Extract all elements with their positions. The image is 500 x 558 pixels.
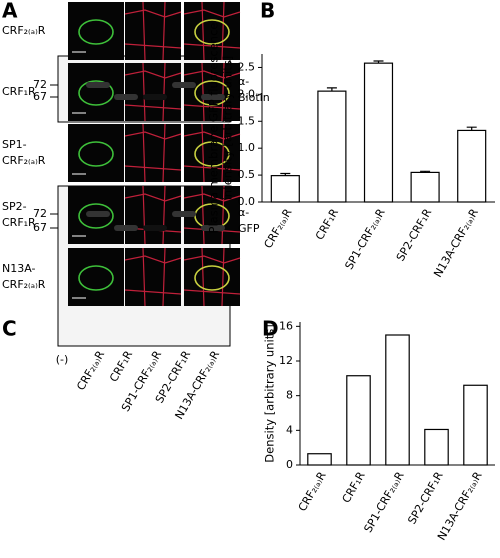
bar [363,62,394,203]
bar [317,90,347,203]
panel-label: B [260,0,275,23]
membrane-red [124,247,182,307]
y-axis-label: Density [arbitrary units] [263,324,277,462]
membrane-green [78,203,114,229]
error-bar [373,60,384,64]
mw-marker: 72 [33,207,47,220]
bar [463,384,488,466]
micrograph [125,63,181,121]
y-axis-label: Plasma membrane GFP fluorescence [207,23,221,234]
membrane-green [194,141,230,167]
error-bar [326,87,337,92]
band [172,211,196,217]
membrane-red [183,247,241,307]
band [201,94,225,100]
membrane-red [124,123,182,183]
y-axis-label: intensity [arbitrary units] [221,56,235,201]
membrane-green [194,80,230,106]
panel-label: D [262,317,279,341]
band [143,225,167,231]
y-tick-label: 0.0 [238,195,256,208]
membrane-red [183,62,241,122]
membrane-green [78,265,114,291]
error-bar [420,170,431,173]
row-label: CRF₂₍ₐ₎R [2,278,46,291]
panel-label: C [2,317,17,341]
y-tick-label: 12 [279,354,293,367]
y-tick-label: 2.0 [238,87,256,100]
membrane-red [183,185,241,245]
row-label: SP1- [2,138,27,151]
row-label: CRF₂₍ₐ₎R [2,154,46,167]
panel-label: A [2,0,18,23]
mw-marker: 67 [33,90,47,103]
error-bar [466,126,477,131]
band [143,94,167,100]
y-tick-label: 4 [286,423,293,436]
micrograph [68,63,124,121]
micrograph [68,124,124,182]
y-tick-label: 0.5 [238,168,256,181]
bar [424,428,449,466]
membrane-green [78,80,114,106]
y-tick-label: 1.5 [238,114,256,127]
micrograph [184,248,240,306]
antibody-label: α- [238,206,249,219]
membrane-red [183,123,241,183]
bar [385,334,410,466]
micrograph [125,2,181,60]
y-tick-label: 1.0 [238,141,256,154]
antibody-label: α- [238,75,249,88]
band [86,82,110,88]
antibody-label: GFP [238,222,260,235]
y-tick-label: 16 [279,319,293,332]
micrograph [68,248,124,306]
membrane-green [78,19,114,45]
bar [457,129,487,203]
mw-marker: 72 [33,78,47,91]
row-label: SP2- [2,200,27,213]
row-label: N13A- [2,262,36,275]
micrograph [68,2,124,60]
micrograph [125,248,181,306]
bar [346,375,371,466]
micrograph [125,124,181,182]
row-label: CRF₁R [2,85,36,98]
bar [270,175,300,203]
membrane-green [194,19,230,45]
bar [410,171,440,203]
membrane-red [124,62,182,122]
mw-marker: 67 [33,221,47,234]
row-label: CRF₁R [2,216,36,229]
band [86,211,110,217]
y-tick-label: 2.5 [238,60,256,73]
band [114,94,138,100]
lane-label: (-) [56,353,69,366]
band [201,225,225,231]
membrane-green [194,265,230,291]
membrane-red [124,1,182,61]
bar [307,453,332,466]
y-tick-label: 0 [286,458,293,471]
membrane-red [183,1,241,61]
membrane-red [124,185,182,245]
band [114,225,138,231]
band [172,82,196,88]
membrane-green [78,141,114,167]
row-label: CRF₂₍ₐ₎R [2,24,46,37]
error-bar [280,172,291,176]
y-tick-label: 8 [286,389,293,402]
